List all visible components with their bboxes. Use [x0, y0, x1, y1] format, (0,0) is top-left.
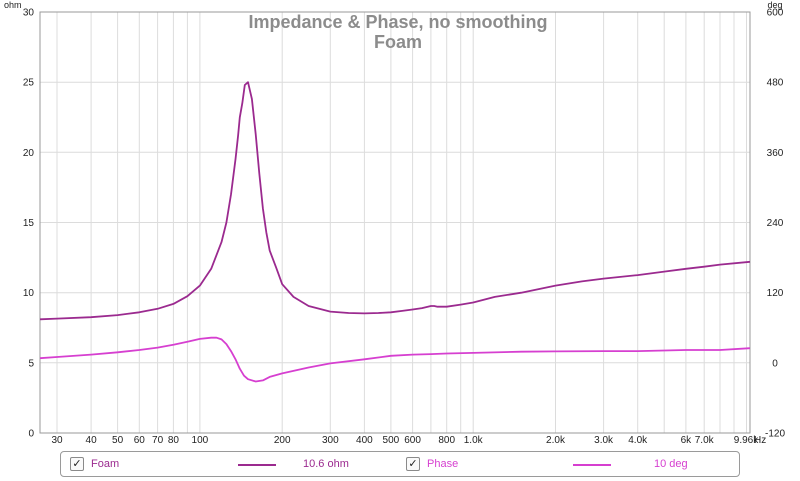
x-tick-label: 4.0k: [628, 435, 648, 446]
series-line-phase: [39, 336, 751, 383]
right-tick-label: 120: [767, 288, 784, 299]
legend-phase-value: 10 deg: [654, 458, 688, 470]
left-tick-label: 5: [28, 358, 34, 369]
right-axis-label: deg: [767, 0, 782, 10]
right-tick-label: 480: [767, 78, 784, 89]
left-tick-label: 25: [23, 78, 35, 89]
left-tick-label: 10: [23, 288, 35, 299]
chart-subtitle: Foam: [374, 32, 422, 52]
data-series: [39, 81, 751, 383]
x-tick-label: 50: [112, 435, 124, 446]
left-tick-label: 15: [23, 218, 35, 229]
x-tick-label: 2.0k: [546, 435, 566, 446]
x-tick-label: 9.96k: [734, 435, 759, 446]
x-tick-label: 6k: [681, 435, 693, 446]
left-tick-label: 20: [23, 148, 35, 159]
x-tick-label: 800: [438, 435, 455, 446]
plot-frame: [39, 11, 751, 434]
x-tick-label: 300: [322, 435, 339, 446]
x-tick-label: 40: [86, 435, 98, 446]
series-line-foam: [39, 81, 751, 321]
x-tick-label: 100: [192, 435, 209, 446]
x-tick-label: 70: [152, 435, 164, 446]
legend-foam-line: [238, 464, 276, 466]
left-axis-label: ohm: [4, 0, 22, 10]
phase-checkbox[interactable]: ✓: [406, 457, 420, 471]
x-tick-label: 400: [356, 435, 373, 446]
legend-phase-name: Phase: [427, 458, 459, 470]
left-tick-label: 0: [28, 429, 34, 440]
x-tick-label: 200: [274, 435, 291, 446]
left-tick-label: 30: [23, 8, 35, 19]
legend-foam-value: 10.6 ohm: [303, 458, 349, 470]
x-tick-labels: 30 40 50 60 70 80 100 200 300 400 500 600 800 1.0k 2.0…: [51, 435, 759, 446]
legend: ✓ Foam 10.6 ohm ✓ Phase 10 deg: [60, 451, 740, 477]
right-tick-label: 0: [772, 358, 778, 369]
right-tick-label: 240: [767, 218, 784, 229]
x-tick-label: 500: [383, 435, 400, 446]
x-tick-label: 80: [168, 435, 180, 446]
right-tick-label: 600: [767, 8, 784, 19]
right-tick-labels: -120 0 120 240 360 480 600: [765, 8, 785, 440]
right-tick-label: 360: [767, 148, 784, 159]
left-tick-labels: 0 5 10 15 20 25 30: [23, 8, 35, 440]
x-tick-label: 60: [134, 435, 146, 446]
x-axis-unit: Hz: [754, 435, 766, 446]
legend-foam-name: Foam: [91, 458, 120, 470]
right-tick-label: -120: [765, 429, 785, 440]
foam-checkbox[interactable]: ✓: [70, 457, 84, 471]
legend-phase-line: [573, 464, 611, 466]
x-tick-label: 3.0k: [594, 435, 614, 446]
x-tick-label: 7.0k: [695, 435, 715, 446]
grid-lines: [40, 11, 750, 434]
x-tick-label: 600: [404, 435, 421, 446]
x-tick-label: 30: [51, 435, 63, 446]
chart-title: Impedance & Phase, no smoothing: [248, 12, 547, 32]
x-tick-label: 1.0k: [464, 435, 484, 446]
